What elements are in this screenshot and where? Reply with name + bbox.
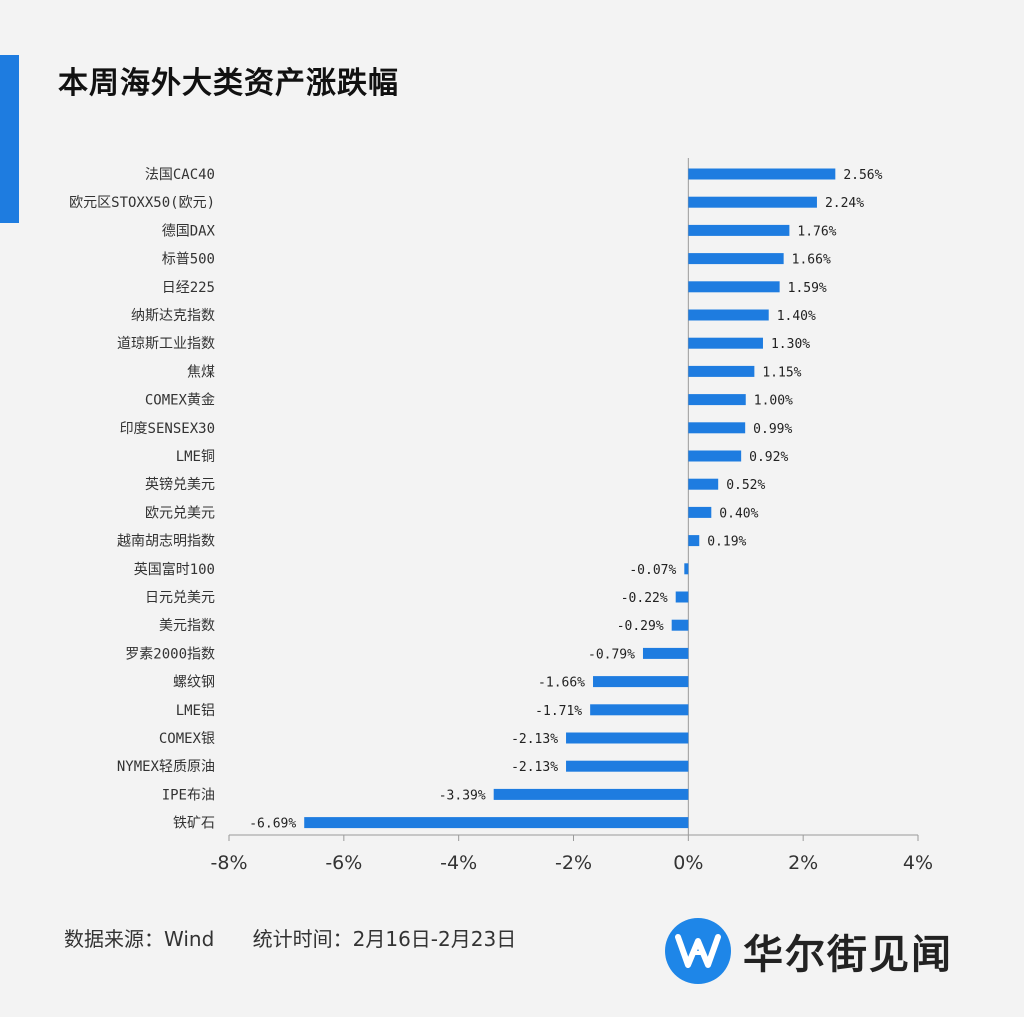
x-tick-label: 4% (903, 852, 933, 874)
category-label: 日经225 (162, 280, 215, 296)
category-label: COMEX黄金 (145, 392, 215, 409)
category-label: 纳斯达克指数 (131, 308, 215, 324)
value-label: -6.69% (249, 817, 296, 832)
value-label: 2.24% (825, 196, 864, 211)
value-label: 0.52% (726, 478, 765, 493)
category-label: 欧元区STOXX50(欧元) (69, 195, 215, 211)
value-label: 1.30% (771, 337, 810, 352)
bar (688, 450, 742, 462)
accent-bar (0, 55, 19, 223)
value-label: -3.39% (439, 788, 486, 803)
value-label: -0.22% (621, 591, 668, 606)
bar (671, 619, 689, 631)
category-label: 螺纹钢 (173, 675, 215, 691)
value-label: 2.56% (843, 168, 882, 183)
bar (566, 760, 689, 772)
category-label: 美元指数 (159, 618, 215, 634)
bar (688, 168, 836, 180)
value-label: 0.19% (707, 535, 746, 550)
value-label: 1.15% (762, 365, 801, 380)
x-tick-label: 2% (788, 852, 818, 874)
bar (590, 704, 689, 716)
value-label: -0.29% (617, 619, 664, 634)
bar (688, 365, 755, 377)
brand-logo: 华尔街见闻 (665, 918, 953, 984)
x-tick-label: -6% (325, 852, 362, 874)
bar (684, 563, 689, 575)
value-label: 0.40% (719, 506, 758, 521)
x-tick-label: -4% (440, 852, 477, 874)
x-tick-label: 0% (673, 852, 703, 874)
category-label: 日元兑美元 (145, 590, 215, 606)
category-label: 印度SENSEX30 (120, 421, 215, 437)
category-label: 焦煤 (187, 364, 215, 380)
value-label: -0.79% (588, 647, 635, 662)
value-label: -0.07% (629, 563, 676, 578)
value-label: 0.92% (749, 450, 788, 465)
bar (688, 478, 719, 490)
category-label: COMEX银 (159, 731, 215, 747)
bar (566, 732, 689, 744)
stat-period: 统计时间：2月16日-2月23日 (252, 927, 517, 951)
category-label: 英镑兑美元 (145, 476, 215, 493)
value-label: 1.76% (797, 224, 836, 239)
category-label: 罗素2000指数 (125, 646, 215, 662)
bar (593, 676, 689, 688)
category-label: NYMEX轻质原油 (117, 759, 215, 775)
bar (675, 591, 689, 603)
category-label: 英国富时100 (134, 561, 215, 578)
page-title: 本周海外大类资产涨跌幅 (58, 66, 399, 101)
category-label: 越南胡志明指数 (117, 534, 215, 550)
bar (642, 647, 689, 659)
bar (688, 394, 746, 406)
bar (688, 337, 763, 349)
value-label: 0.99% (753, 422, 792, 437)
bar (688, 253, 784, 265)
value-label: -2.13% (511, 732, 558, 747)
bar (688, 506, 712, 518)
bar (688, 422, 746, 434)
bar-chart: 法国CAC40 2.56% 欧元区STOXX50(欧元) 2.24% 德国DAX 1.76… (69, 158, 933, 874)
bar (688, 309, 769, 321)
value-label: 1.40% (777, 309, 816, 324)
value-label: -2.13% (511, 760, 558, 775)
category-label: 欧元兑美元 (145, 505, 215, 521)
data-source: 数据来源：Wind (64, 927, 215, 951)
category-label: IPE布油 (162, 787, 215, 803)
category-label: LME铜 (176, 449, 215, 465)
x-tick-label: -2% (555, 852, 592, 874)
value-label: -1.71% (535, 704, 582, 719)
category-label: LME铝 (176, 703, 215, 719)
wallstreetcn-logo-icon (665, 918, 731, 984)
value-label: -1.66% (538, 676, 585, 691)
x-tick-label: -8% (211, 852, 248, 874)
category-label: 道琼斯工业指数 (117, 336, 215, 352)
value-label: 1.66% (792, 253, 831, 268)
category-label: 德国DAX (162, 223, 216, 239)
brand-name: 华尔街见闻 (743, 931, 953, 978)
value-label: 1.00% (754, 394, 793, 409)
bar (493, 788, 689, 800)
category-label: 铁矿石 (173, 816, 215, 832)
bar (688, 281, 780, 293)
category-label: 标普500 (162, 252, 215, 268)
footer-source: 数据来源：Wind 统计时间：2月16日-2月23日 (64, 923, 548, 952)
bar (688, 224, 790, 236)
bar (304, 817, 689, 829)
bar (688, 535, 700, 547)
bar (688, 196, 817, 208)
value-label: 1.59% (788, 281, 827, 296)
category-label: 法国CAC40 (145, 167, 215, 183)
